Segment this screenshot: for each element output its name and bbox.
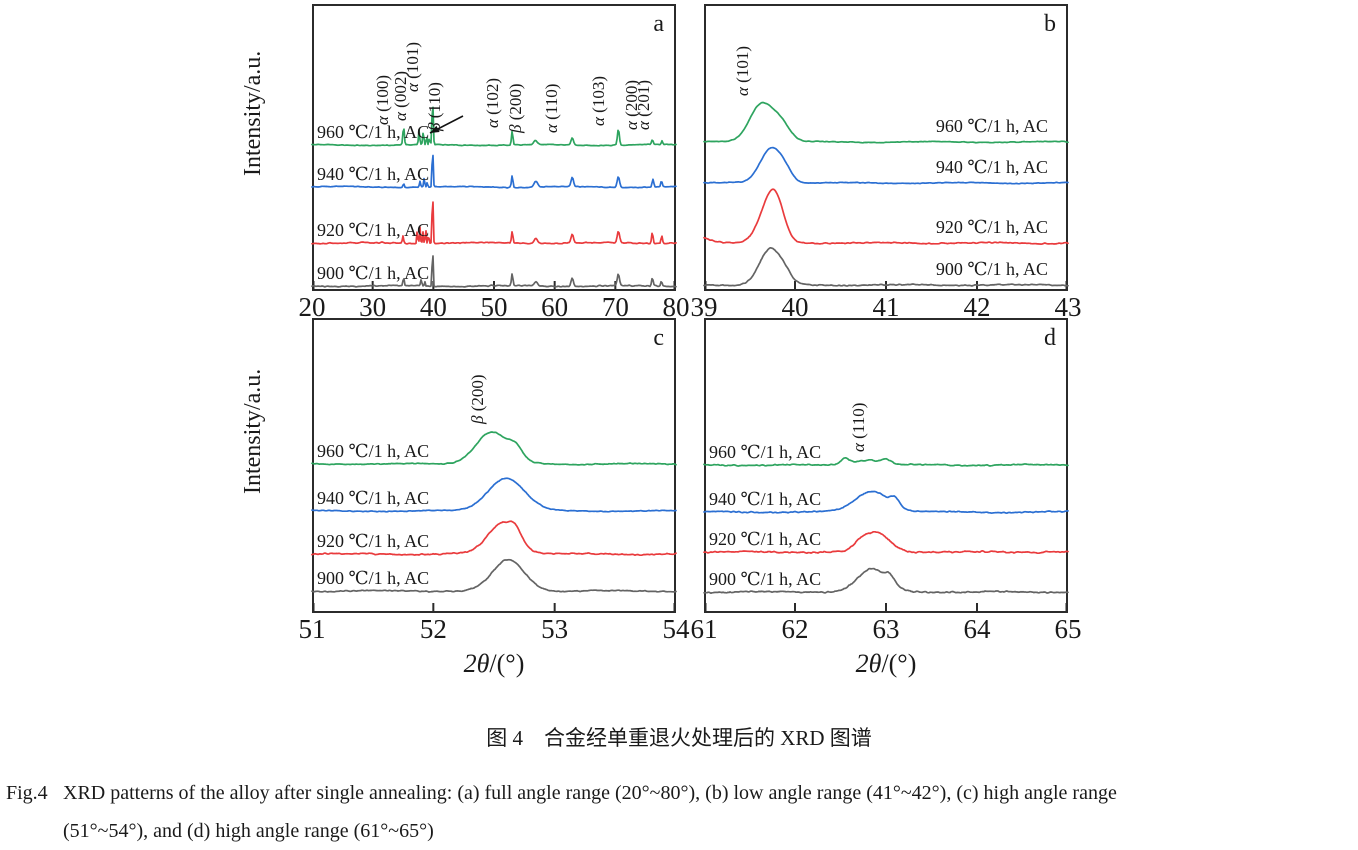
peak-label: α (100) [373, 74, 392, 125]
axis-ylabel: Intensity/a.u. [240, 368, 266, 494]
series-label-b-2: 920 ℃/1 h, AC [935, 217, 1048, 237]
caption-english: Fig.4 XRD patterns of the alloy after sin… [6, 774, 1352, 850]
series-label-b-3: 900 ℃/1 h, AC [935, 259, 1048, 279]
series-label-a-1: 940 ℃/1 h, AC [317, 164, 430, 184]
series-curve-b-3 [703, 247, 1069, 287]
x-tick-label: 50 [480, 292, 508, 322]
x-tick-label: 64 [963, 614, 991, 644]
peak-label: α (110) [542, 83, 562, 133]
series-label-a-0: 960 ℃/1 h, AC [317, 122, 430, 142]
x-tick-label: 54 [662, 614, 690, 644]
panel-letter-b: b [1044, 11, 1056, 37]
caption-english-line2: (51°~54°), and (d) high angle range (61°… [63, 820, 434, 842]
xrd-plot-d [703, 318, 1069, 613]
series-curve-d-2 [703, 530, 1069, 555]
peak-label: β (200) [506, 83, 526, 133]
x-tick-label: 70 [601, 292, 629, 322]
peak-label: α (102) [482, 77, 502, 128]
panel-a: a 20 30 40 50 60 70 80 Intensity/a.u. 960 ℃/1 h, … [240, 4, 690, 321]
peak-label: α (101) [733, 45, 753, 96]
series-label-d-2: 920 ℃/1 h, AC [709, 529, 822, 549]
series-curve-a-2 [311, 201, 677, 245]
series-curve-d-3 [703, 567, 1069, 595]
series-label-d-0: 960 ℃/1 h, AC [709, 442, 822, 462]
peak-label: α (101) [402, 41, 422, 92]
series-label-b-1: 940 ℃/1 h, AC [935, 157, 1048, 177]
x-tick-label: 63 [872, 614, 900, 644]
x-tick-label: 52 [419, 614, 447, 644]
x-tick-label: 80 [662, 292, 690, 322]
peak-label: β (110) [425, 82, 445, 131]
peak-label: β (200) [467, 374, 487, 424]
panel-letter-a: a [653, 11, 664, 37]
x-tick-label: 42 [963, 292, 991, 322]
x-tick-label: 20 [298, 292, 326, 322]
x-tick-label: 51 [298, 614, 326, 644]
plot-frame [704, 4, 1068, 291]
series-curve-d-1 [703, 490, 1069, 514]
series-curve-a-1 [311, 154, 677, 189]
figure-number-label: Fig.4 [6, 782, 48, 804]
series-label-c-0: 960 ℃/1 h, AC [317, 441, 430, 461]
plot-frame [312, 318, 676, 613]
series-curve-c-0 [311, 431, 677, 466]
series-label-b-0: 960 ℃/1 h, AC [935, 116, 1048, 136]
series-label-c-3: 900 ℃/1 h, AC [317, 568, 430, 588]
series-curve-c-2 [311, 520, 677, 557]
series-curve-c-3 [311, 558, 677, 593]
x-tick-label: 61 [690, 614, 718, 644]
series-label-a-3: 900 ℃/1 h, AC [317, 263, 430, 283]
xrd-plot-c [311, 318, 677, 613]
x-tick-label: 43 [1054, 292, 1082, 322]
panel-c: c 51 52 53 54 2θ/(°) Intensity/a.u. 960 ℃/1 h, … [240, 318, 690, 678]
axis-xlabel: 2θ/(°) [463, 649, 525, 678]
plot-frame [312, 4, 676, 291]
x-tick-label: 60 [541, 292, 569, 322]
series-label-d-3: 900 ℃/1 h, AC [709, 569, 822, 589]
series-curve-a-3 [311, 255, 677, 288]
peak-label: α (201) [633, 79, 653, 130]
axis-xlabel: 2θ/(°) [855, 649, 917, 678]
xrd-plot-a [311, 4, 677, 291]
panel-letter-d: d [1044, 325, 1056, 351]
x-tick-label: 30 [359, 292, 387, 322]
xrd-plot-b [703, 4, 1069, 291]
series-label-d-1: 940 ℃/1 h, AC [709, 489, 822, 509]
peak-label: α (103) [588, 75, 608, 126]
caption-english-line1-text: XRD patterns of the alloy after single a… [63, 782, 1117, 804]
panel-d: d 61 62 63 64 65 2θ/(°) 960 ℃/1 h, AC 940 ℃/1 h,… [691, 318, 1082, 678]
series-label-c-1: 940 ℃/1 h, AC [317, 488, 430, 508]
panel-letter-c: c [653, 325, 664, 351]
series-curve-b-0 [703, 101, 1069, 144]
series-curve-a-0 [311, 106, 677, 147]
series-label-a-2: 920 ℃/1 h, AC [317, 220, 430, 240]
series-label-c-2: 920 ℃/1 h, AC [317, 531, 430, 551]
x-tick-label: 40 [781, 292, 809, 322]
x-tick-label: 41 [872, 292, 900, 322]
axis-ylabel: Intensity/a.u. [240, 50, 266, 176]
peak-label: α (110) [848, 402, 868, 452]
caption-chinese: 图 4 合金经单重退火处理后的 XRD 图谱 [486, 726, 872, 750]
series-curve-b-2 [703, 188, 1069, 245]
x-tick-label: 62 [781, 614, 809, 644]
x-tick-label: 65 [1054, 614, 1082, 644]
series-curve-d-0 [703, 457, 1069, 467]
annotation-arrowhead-icon [430, 125, 440, 133]
series-curve-b-1 [703, 146, 1069, 185]
panel-b: b 39 40 41 42 43 960 ℃/1 h, AC 940 ℃/1 h, AC 920… [691, 4, 1082, 321]
series-curve-c-1 [311, 477, 677, 513]
caption-english-line1: Fig.4 XRD patterns of the alloy after sin… [6, 774, 1352, 812]
x-tick-label: 53 [541, 614, 569, 644]
x-tick-label: 40 [419, 292, 447, 322]
x-tick-label: 39 [690, 292, 718, 322]
